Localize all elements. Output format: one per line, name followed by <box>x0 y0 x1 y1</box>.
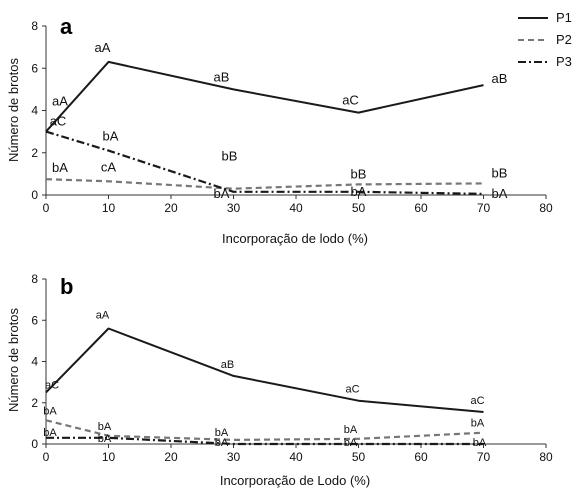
data-label-p3: bA <box>43 427 57 439</box>
data-label-p3: bA <box>98 433 112 445</box>
data-label-p2: bA <box>98 421 112 433</box>
data-label-p2: bA <box>471 418 485 430</box>
data-label-p1: aA <box>96 310 110 322</box>
series-line-p3 <box>46 436 484 446</box>
data-label-p3: bA <box>214 186 230 201</box>
data-label-p3: bA <box>351 184 367 199</box>
data-label-p1: aC <box>45 379 59 391</box>
data-label-p2: bB <box>492 165 508 180</box>
data-label-p1: aA <box>95 40 111 55</box>
y-tick-label: 4 <box>31 355 38 369</box>
data-label-p2: bB <box>351 166 367 181</box>
data-label-p1: aA <box>52 94 68 109</box>
data-label-p1: aB <box>492 71 508 86</box>
data-label-p2: bA <box>52 160 68 175</box>
data-label-p3: bA <box>103 129 119 144</box>
data-label-p1: aB <box>214 69 230 84</box>
legend-label-p3: P3 <box>556 54 572 69</box>
series-line-p2 <box>45 419 484 441</box>
data-label-p2: bA <box>344 424 358 436</box>
series-line-p2 <box>45 178 484 190</box>
data-label-p3: aC <box>50 114 67 129</box>
x-tick-label: 20 <box>164 201 178 215</box>
x-tick-label: 30 <box>227 201 241 215</box>
y-axis-label-a: Número de brotos <box>6 57 21 162</box>
x-tick-label: 10 <box>102 201 116 215</box>
x-tick-label: 50 <box>352 450 366 464</box>
x-axis-label-a: Incorporação de lodo (%) <box>222 231 368 246</box>
legend-label-p2: P2 <box>556 32 572 47</box>
x-tick-label: 80 <box>539 201 553 215</box>
x-tick-label: 0 <box>43 450 50 464</box>
y-tick-label: 8 <box>31 272 38 286</box>
y-axis-label-b: Número de brotos <box>6 307 21 412</box>
data-label-p2: bB <box>222 149 238 164</box>
x-tick-label: 40 <box>289 201 303 215</box>
legend-label-p1: P1 <box>556 10 572 25</box>
data-label-p3: bA <box>344 437 358 449</box>
series-line-p1 <box>45 60 484 133</box>
y-tick-label: 4 <box>31 104 38 118</box>
data-label-p3: bA <box>473 437 487 449</box>
x-tick-label: 0 <box>43 201 50 215</box>
data-label-p1: aC <box>345 384 359 396</box>
x-axis-label-b: Incorporação de Lodo (%) <box>220 473 370 488</box>
data-label-p2: bA <box>43 405 57 417</box>
y-tick-label: 0 <box>31 437 38 451</box>
x-tick-label: 70 <box>477 201 491 215</box>
chart-panel-a: a Número de brotos Incorporação de lodo … <box>6 14 553 246</box>
series-line-p3 <box>45 130 484 195</box>
panel-letter-b: b <box>60 274 73 299</box>
legend: P1 P2 P3 <box>518 10 572 69</box>
x-tick-label: 40 <box>289 450 303 464</box>
x-tick-label: 60 <box>414 201 428 215</box>
y-tick-label: 6 <box>31 61 38 75</box>
data-label-p1: aC <box>470 395 484 407</box>
x-tick-label: 10 <box>102 450 116 464</box>
data-label-p1: aB <box>221 359 234 371</box>
x-tick-label: 80 <box>539 450 553 464</box>
data-label-p2: bA <box>215 427 229 439</box>
y-tick-label: 0 <box>31 188 38 202</box>
y-tick-label: 2 <box>31 396 38 410</box>
series-line-p1 <box>45 327 484 413</box>
data-label-p2: cA <box>101 159 117 174</box>
chart-panel-b: b Número de brotos Incorporação de Lodo … <box>6 272 553 488</box>
x-tick-label: 50 <box>352 201 366 215</box>
panel-letter-a: a <box>60 14 73 39</box>
y-tick-label: 6 <box>31 313 38 327</box>
x-tick-label: 20 <box>164 450 178 464</box>
x-tick-label: 30 <box>227 450 241 464</box>
data-label-p3: bA <box>492 186 508 201</box>
data-label-p3: bA <box>215 437 229 449</box>
y-tick-label: 2 <box>31 146 38 160</box>
x-tick-label: 60 <box>414 450 428 464</box>
y-tick-label: 8 <box>31 19 38 33</box>
x-tick-label: 70 <box>477 450 491 464</box>
data-label-p1: aC <box>342 93 359 108</box>
